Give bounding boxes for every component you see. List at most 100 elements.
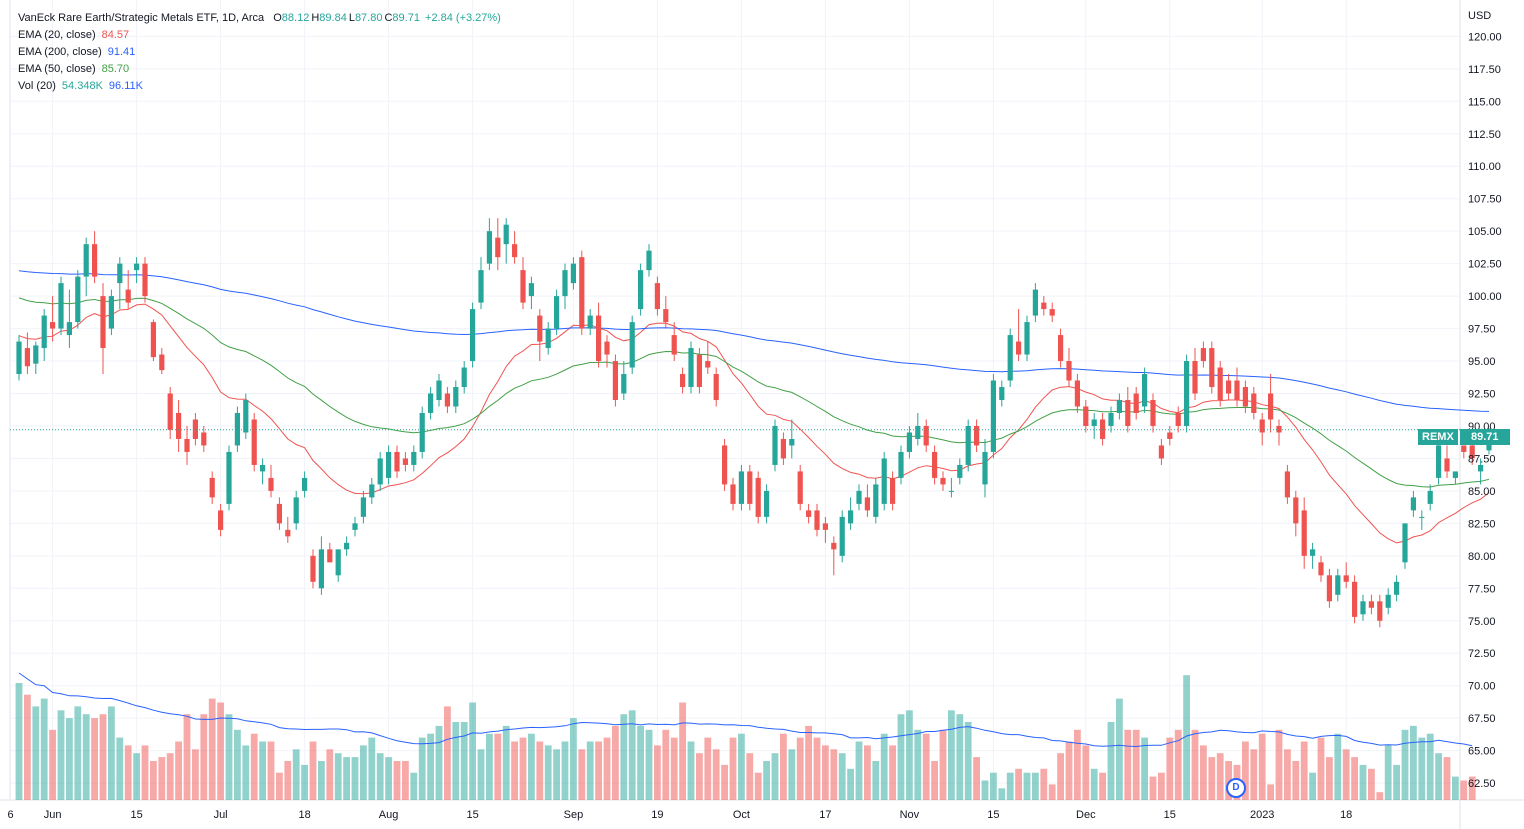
candle-body: [755, 477, 761, 517]
candle: [1343, 562, 1349, 589]
volume-bar: [687, 741, 695, 800]
candle-body: [915, 425, 921, 439]
ohlc-values: O88.12 H89.84 L87.80 C89.71: [273, 12, 422, 24]
volume-bar: [1393, 764, 1400, 800]
candle: [402, 451, 408, 472]
indicator-row[interactable]: Vol (20) 54.348K 96.11K: [18, 78, 501, 95]
price-axis[interactable]: 62.50 65.00 67.50 70.00 72.50 75.00 77.50 80.00…: [1468, 31, 1502, 790]
candle: [1058, 328, 1064, 368]
time-tick-label: Jul: [214, 809, 228, 821]
candle-body: [1108, 412, 1114, 426]
candle-body: [1116, 400, 1122, 413]
volume-bar: [200, 714, 208, 800]
price-tick-label: 107.50: [1468, 194, 1502, 206]
candle: [344, 536, 350, 556]
currency-label: USD: [1468, 10, 1492, 22]
candle: [1074, 374, 1080, 413]
volume-bar: [645, 729, 653, 800]
volume-bar: [1443, 757, 1451, 800]
price-tick-label: 92.50: [1468, 389, 1496, 401]
volume-bar: [444, 706, 451, 800]
volume-bar: [780, 733, 787, 800]
candle: [142, 257, 148, 303]
volume-bar: [796, 737, 804, 800]
candle: [696, 348, 702, 394]
price-tick-label: 75.00: [1468, 616, 1496, 628]
time-tick-label: 2023: [1250, 809, 1274, 821]
candle: [772, 419, 778, 472]
volume-ma-polyline: [18, 672, 1473, 748]
volume-bar: [620, 714, 628, 800]
candle-body: [150, 322, 156, 358]
candle: [192, 412, 198, 446]
candle-body: [1318, 562, 1324, 576]
volume-bar: [435, 725, 443, 800]
volume-bar: [24, 694, 31, 800]
candle: [352, 516, 358, 537]
price-tick-label: 87.50: [1468, 453, 1496, 465]
volume-bar: [1452, 776, 1459, 800]
candle: [705, 341, 711, 375]
candle-body: [302, 477, 308, 491]
volume-bar: [452, 722, 460, 800]
candle-body: [806, 510, 812, 517]
candle: [1394, 575, 1400, 602]
candle-body: [654, 283, 660, 310]
candle: [1116, 393, 1122, 420]
volume-bar: [1032, 772, 1039, 800]
time-axis[interactable]: 6 Jun 15 Jul 18 Aug 15 Sep 19 Oct 17 Nov 15 Dec 15 2023…: [8, 809, 1353, 821]
candle: [470, 302, 476, 368]
candle: [360, 490, 366, 524]
candle: [444, 387, 450, 413]
candle-body: [360, 497, 366, 517]
candle: [226, 445, 232, 511]
candle-body: [503, 224, 509, 245]
candle: [1032, 283, 1038, 323]
volume-bar: [1284, 749, 1291, 800]
candle: [814, 503, 820, 537]
volume-bar: [1048, 784, 1056, 800]
candle-body: [1343, 575, 1349, 582]
candle: [1419, 510, 1425, 530]
volume-bar: [990, 772, 997, 800]
indicator-row[interactable]: EMA (20, close) 84.57: [18, 27, 501, 44]
symbol-row[interactable]: VanEck Rare Earth/Strategic Metals ETF, …: [18, 10, 501, 27]
volume-bar: [208, 698, 216, 800]
candle-body: [982, 451, 988, 485]
candle-body: [1066, 361, 1072, 381]
candle-body: [722, 445, 728, 485]
candle: [1352, 575, 1358, 624]
candle: [428, 387, 434, 420]
indicator-row[interactable]: EMA (50, close) 85.70: [18, 61, 501, 78]
candle-body: [1335, 575, 1341, 595]
candle-body: [495, 237, 501, 258]
volume-bar: [603, 737, 611, 800]
candle-body: [386, 451, 392, 478]
candle: [1108, 406, 1114, 433]
candle-body: [1410, 497, 1416, 511]
candle: [839, 510, 845, 563]
volume-bar: [637, 725, 644, 800]
candle-body: [1352, 581, 1358, 617]
indicator-row[interactable]: EMA (200, close) 91.41: [18, 44, 501, 61]
candle: [41, 309, 47, 362]
volume-bar: [393, 761, 401, 800]
candle: [1452, 471, 1458, 485]
candle: [537, 309, 543, 362]
volume-bar: [1132, 729, 1140, 800]
candle-body: [24, 348, 30, 367]
candle-body: [268, 477, 274, 491]
candle-body: [814, 510, 820, 530]
candle-body: [1259, 419, 1265, 433]
candle-body: [789, 438, 795, 446]
candle: [579, 250, 585, 336]
candle-body: [1461, 445, 1467, 452]
dividend-marker[interactable]: D: [1226, 778, 1246, 798]
candle: [923, 419, 929, 452]
candle-body: [335, 549, 341, 576]
volume-bar: [74, 706, 82, 800]
volume-bar: [477, 749, 485, 800]
candle: [495, 218, 501, 271]
volume-bar: [788, 749, 796, 800]
